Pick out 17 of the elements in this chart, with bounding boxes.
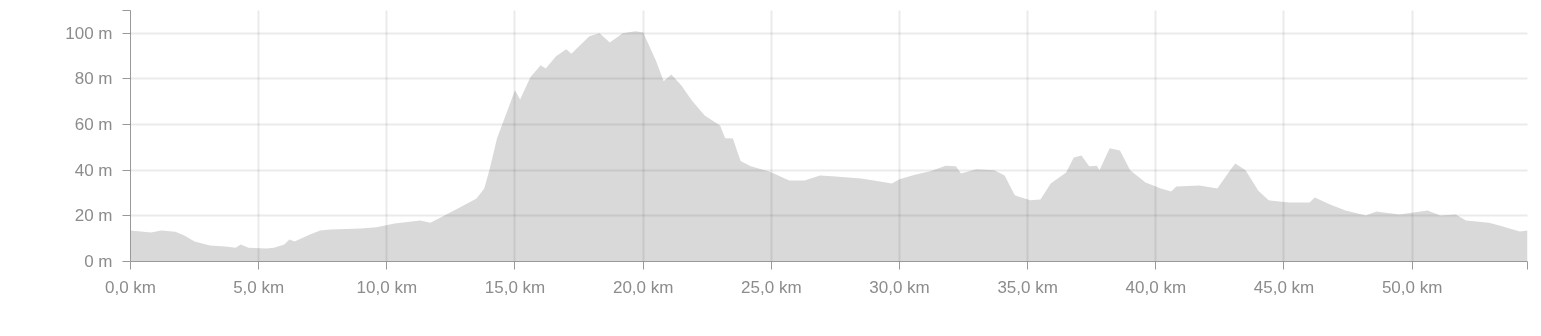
y-tick-label: 60 m <box>74 115 113 135</box>
x-tick-label: 25,0 km <box>741 277 802 297</box>
x-tick-label: 30,0 km <box>869 277 930 297</box>
x-tick-label: 0,0 km <box>104 277 157 297</box>
x-tick-label: 35,0 km <box>997 277 1058 297</box>
x-tick-label: 10,0 km <box>356 277 418 297</box>
y-tick-label: 100 m <box>65 23 113 43</box>
y-tick-label: 40 m <box>74 160 113 180</box>
y-tick-label: 0 m <box>84 252 113 271</box>
y-tick-label: 20 m <box>74 206 113 226</box>
x-tick-label: 40,0 km <box>1125 277 1187 297</box>
x-tick-label: 5,0 km <box>233 277 285 297</box>
y-tick-label: 80 m <box>74 69 113 89</box>
x-tick-label: 45,0 km <box>1253 277 1315 297</box>
x-tick-label: 15,0 km <box>484 277 546 297</box>
x-tick-label: 50,0 km <box>1381 277 1443 297</box>
x-tick-label: 20,0 km <box>612 277 674 297</box>
